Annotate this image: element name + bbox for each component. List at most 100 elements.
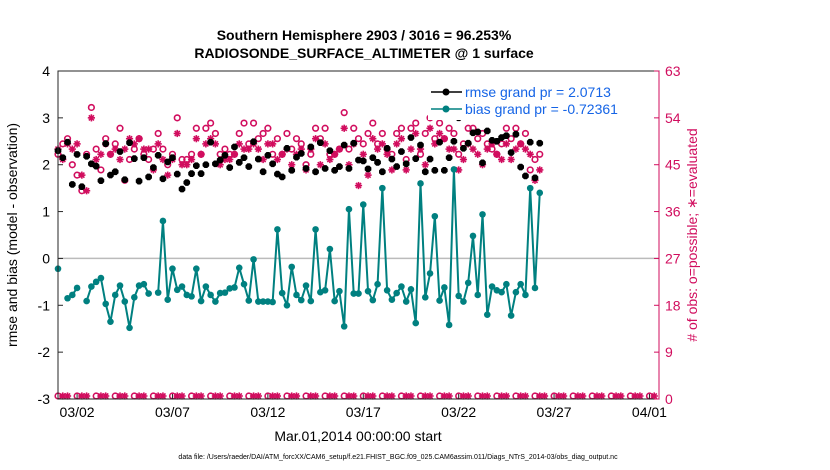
bias-point [507, 312, 515, 319]
rmse-point [264, 152, 272, 159]
bottom-evaluated-marker [459, 392, 468, 400]
bias-point [88, 283, 95, 290]
bias-point [517, 280, 524, 288]
rmse-point [522, 172, 529, 180]
obs-evaluated-marker [459, 155, 468, 164]
bias-point [455, 292, 462, 300]
bottom-evaluated-marker [292, 392, 301, 400]
bias-point [359, 201, 367, 208]
rmse-point [235, 159, 243, 166]
bottom-evaluated-marker [617, 392, 625, 400]
bias-point [212, 298, 219, 305]
bias-point [269, 298, 276, 306]
bias-point [450, 166, 458, 173]
rmse-point [140, 154, 148, 162]
bias-point [97, 274, 105, 282]
rmse-point [512, 130, 520, 138]
bias-point [173, 286, 181, 294]
obs-possible-marker [464, 124, 472, 132]
rmse-point [379, 168, 386, 176]
bias-point [379, 184, 386, 192]
rmse-point [331, 167, 338, 174]
bias-point [202, 283, 210, 290]
obs-possible-marker [354, 135, 363, 143]
bias-point [498, 288, 505, 296]
legend: rmse grand pr = 2.0713 bias grand pr = -… [428, 82, 652, 120]
bias-point [426, 270, 434, 277]
obs-evaluated-marker [187, 155, 196, 164]
obs-possible-marker [192, 124, 200, 132]
obs-possible-marker [531, 155, 539, 164]
obs-possible-marker [97, 166, 105, 174]
legend-box [428, 82, 652, 120]
bias-point [512, 288, 520, 296]
bottom-evaluated-marker [612, 392, 620, 400]
rmse-point [402, 160, 410, 168]
rmse-point [111, 168, 119, 176]
right-tick-label: 0 [665, 391, 673, 407]
obs-possible-marker [283, 129, 291, 138]
bias-point [159, 217, 167, 225]
bias-point [164, 296, 172, 303]
rmse-point [369, 154, 377, 162]
obs-evaluated-marker [173, 129, 181, 138]
rmse-point [431, 167, 439, 174]
rmse-point [317, 139, 324, 147]
bottom-evaluated-marker [560, 392, 568, 400]
obs-possible-marker [264, 124, 272, 132]
bottom-evaluated-marker [650, 392, 658, 400]
rmse-point [207, 138, 214, 146]
plot-area [58, 71, 659, 399]
rmse-point [197, 170, 205, 177]
left-tick-label: -1 [38, 297, 51, 313]
bottom-evaluated-marker [331, 392, 339, 400]
obs-possible-marker [412, 119, 420, 127]
x-tick-label: 03/12 [250, 404, 285, 420]
bottom-evaluated-marker [579, 392, 587, 400]
rmse-point [97, 177, 105, 184]
obs-possible-marker [254, 135, 262, 143]
bottom-evaluated-marker [407, 392, 415, 400]
rmse-point [474, 128, 482, 136]
obs-evaluated-marker [517, 140, 525, 148]
bias-point [436, 297, 443, 304]
rmse-point [240, 154, 248, 162]
obs-evaluated-marker [354, 181, 363, 190]
rmse-point [336, 163, 343, 170]
obs-possible-marker [87, 103, 95, 112]
rmse-point [92, 162, 100, 170]
data-file-footnote: data file: /Users/raeder/DAI/ATM_forcXX/… [178, 454, 618, 461]
bias-point [369, 296, 377, 304]
rmse-point [130, 155, 138, 162]
bias-point [107, 318, 114, 325]
bias-point [169, 265, 176, 273]
bottom-evaluated-marker [540, 392, 549, 400]
obs-possible-marker [378, 129, 386, 138]
bias-point [178, 283, 186, 290]
bias-point [207, 291, 214, 299]
bottom-evaluated-marker [63, 392, 72, 400]
obs-possible-marker [116, 124, 124, 132]
bias-point [364, 287, 372, 295]
obs-possible-marker [249, 119, 258, 127]
bias-point [231, 284, 238, 291]
bias-point [355, 290, 362, 297]
rmse-point [283, 144, 291, 152]
rmse-point [436, 138, 443, 146]
obs-possible-marker [235, 129, 243, 138]
rmse-point [78, 183, 86, 191]
obs-evaluated-marker [192, 135, 200, 143]
right-tick-label: 45 [665, 157, 681, 173]
bottom-evaluated-marker [249, 392, 258, 400]
bias-point [307, 297, 315, 305]
obs-possible-marker [211, 129, 220, 138]
rmse-point [169, 154, 176, 162]
bias-point [197, 297, 205, 305]
obs-evaluated-marker [502, 140, 510, 148]
bottom-evaluated-marker [230, 392, 239, 400]
bias-point [388, 296, 396, 303]
bias-point [402, 298, 410, 305]
obs-evaluated-marker [68, 145, 76, 153]
obs-possible-marker [173, 114, 181, 122]
obs-evaluated-marker [402, 166, 410, 174]
